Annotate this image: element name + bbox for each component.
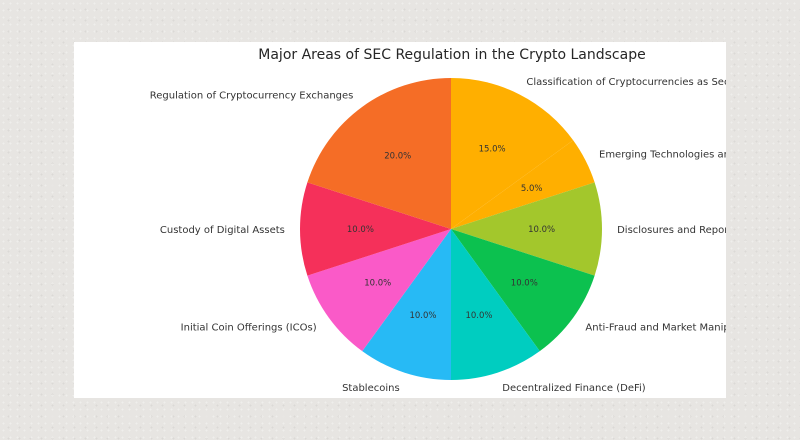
pie-slice-2	[451, 140, 595, 229]
slice-category-label: Stablecoins	[342, 383, 400, 394]
pie-slice-9	[307, 78, 451, 229]
slice-category-label: Classification of Cryptocurrencies as Se…	[526, 77, 726, 88]
slice-percent-label: 20.0%	[384, 152, 411, 162]
pie-slice-8	[300, 182, 451, 276]
slice-percent-label: 10.0%	[528, 225, 555, 235]
slice-percent-label: 10.0%	[364, 278, 391, 288]
slice-percent-label: 10.0%	[409, 311, 436, 321]
slice-category-label: Regulation of Cryptocurrency Exchanges	[150, 91, 354, 102]
slice-category-label: Custody of Digital Assets	[160, 225, 285, 236]
pie-slice-7	[307, 229, 451, 352]
chart-card: Major Areas of SEC Regulation in the Cry…	[74, 42, 726, 398]
slice-category-label: Anti-Fraud and Market Manipulation	[585, 323, 726, 334]
slice-percent-label: 15.0%	[479, 144, 506, 154]
chart-title: Major Areas of SEC Regulation in the Cry…	[258, 47, 645, 63]
pie-slice-4	[451, 229, 595, 352]
slice-category-label: Initial Coin Offerings (ICOs)	[181, 323, 317, 334]
slice-percent-label: 5.0%	[521, 184, 543, 194]
pie-slice-5	[451, 229, 540, 380]
pie-slice-3	[451, 182, 602, 276]
slice-category-label: Emerging Technologies and Innovations	[599, 150, 726, 161]
pie-chart: Major Areas of SEC Regulation in the Cry…	[150, 47, 726, 394]
slice-category-label: Disclosures and Reporting	[617, 225, 726, 236]
pie-slice-6	[362, 229, 451, 380]
pie-slice-1	[451, 78, 574, 229]
slice-percent-label: 10.0%	[465, 311, 492, 321]
slice-percent-label: 10.0%	[347, 225, 374, 235]
slice-category-label: Decentralized Finance (DeFi)	[502, 383, 645, 394]
slice-percent-label: 10.0%	[511, 278, 538, 288]
